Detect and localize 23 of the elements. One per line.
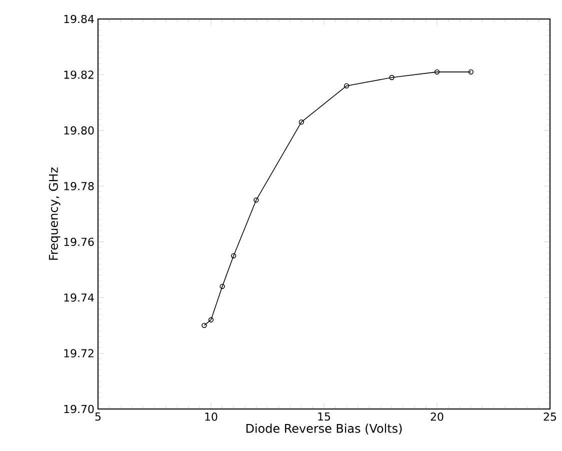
point: [344, 83, 350, 88]
point: [208, 317, 214, 322]
y-tick-label: 19.74: [64, 293, 94, 302]
x-tick-label: 15: [318, 412, 330, 421]
x-tick-label: 20: [430, 412, 444, 421]
x-tick-label: 25: [544, 412, 556, 421]
x-tick-label: 10: [205, 412, 218, 421]
x-axis-title: Diode Reverse Bias (Volts): [246, 424, 402, 434]
y-tick-label: 19.76: [64, 238, 94, 246]
y-tick-label: 19.72: [64, 349, 94, 358]
y-tick-label: 19.70: [64, 404, 94, 414]
y-axis-title: Frequency, GHz: [48, 168, 60, 260]
point: [434, 69, 440, 75]
point: [220, 284, 225, 290]
x-tick-label: 5: [95, 412, 101, 421]
y-tick-label: 19.78: [64, 182, 94, 190]
y-tick-label: 19.80: [64, 126, 94, 135]
point: [254, 197, 259, 203]
y-tick-label: 19.82: [64, 70, 94, 79]
point: [298, 119, 304, 125]
y-tick-label: 19.84: [64, 14, 94, 24]
point: [231, 253, 236, 258]
point: [389, 74, 394, 80]
